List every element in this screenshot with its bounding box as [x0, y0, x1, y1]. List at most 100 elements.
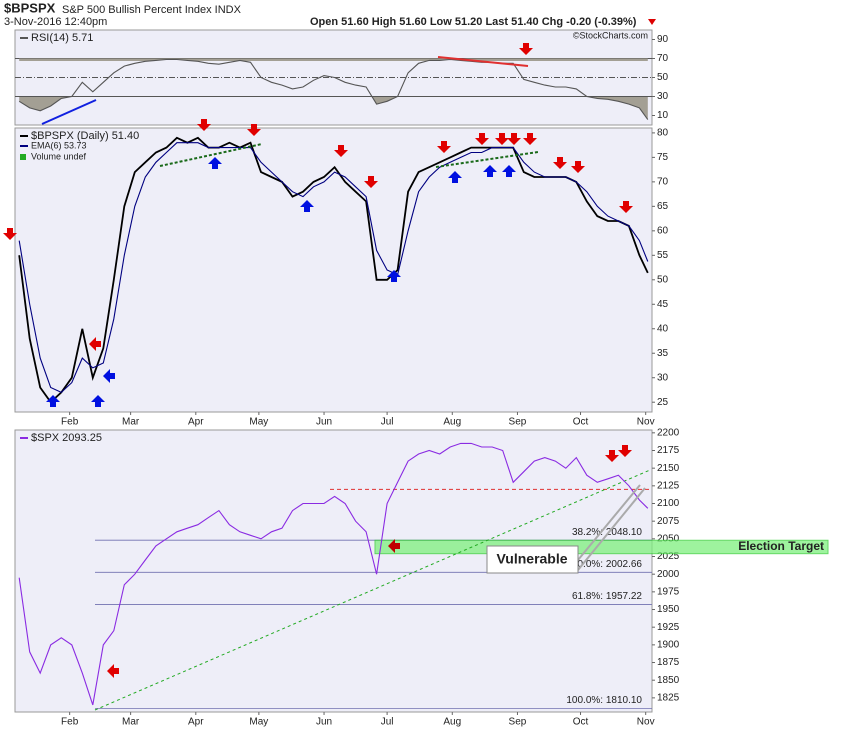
y-tick-label: 2000	[657, 569, 680, 580]
legend-entry: RSI(14) 5.71	[31, 32, 93, 44]
y-tick-label: 2025	[657, 551, 680, 562]
trendline	[41, 99, 97, 125]
x-tick-label: Oct	[573, 717, 589, 728]
x-tick-label: May	[249, 717, 268, 728]
y-tick-label: 1975	[657, 586, 680, 597]
quote: Open 51.60 High 51.60 Low 51.20 Last 51.…	[310, 16, 637, 28]
y-tick-label: 2200	[657, 427, 680, 438]
series-line	[18, 142, 649, 394]
y-tick-label: 45	[657, 299, 669, 310]
annotation: Vulnerable	[496, 551, 567, 567]
y-tick-label: 25	[657, 397, 669, 408]
x-tick-label: Mar	[122, 717, 140, 728]
y-tick-label: 1850	[657, 675, 680, 686]
arrow	[247, 124, 261, 136]
arrow	[619, 201, 633, 213]
legend-swatch	[20, 154, 26, 160]
y-tick-label: 90	[657, 34, 669, 45]
y-tick-label: 2100	[657, 498, 680, 509]
y-tick-label: 1825	[657, 693, 680, 704]
legend-entry: EMA(6) 53.73	[31, 140, 87, 150]
arrow	[91, 395, 105, 407]
arrow	[553, 157, 567, 169]
y-tick-label: 35	[657, 348, 669, 359]
fib-label: 38.2%: 2048.10	[572, 527, 642, 538]
y-tick-label: 70	[657, 177, 669, 188]
arrow	[483, 165, 497, 177]
fib-label: 61.8%: 1957.22	[572, 591, 642, 602]
trendline	[435, 151, 539, 168]
x-tick-label: Aug	[443, 417, 461, 428]
y-tick-label: 50	[657, 72, 669, 83]
arrow	[618, 445, 632, 457]
x-tick-label: Aug	[443, 717, 461, 728]
trendline	[437, 56, 529, 67]
arrow	[388, 539, 400, 553]
arrow	[107, 664, 119, 678]
y-tick-label: 50	[657, 274, 669, 285]
x-tick-label: May	[249, 417, 268, 428]
arrow	[89, 337, 101, 351]
arrow	[3, 228, 17, 240]
y-tick-label: 10	[657, 110, 669, 121]
y-tick-label: 30	[657, 91, 669, 102]
y-tick-label: 65	[657, 201, 669, 212]
x-tick-label: Jun	[316, 717, 332, 728]
fib-label: 100.0%: 1810.10	[566, 695, 642, 706]
arrow	[46, 395, 60, 407]
arrow	[507, 133, 521, 145]
y-tick-label: 2150	[657, 463, 680, 474]
y-tick-label: 60	[657, 225, 669, 236]
fib-label: 50.0%: 2002.66	[572, 559, 642, 570]
arrow	[519, 43, 533, 55]
y-tick-label: 1925	[657, 622, 680, 633]
arrow	[334, 145, 348, 157]
series-line	[18, 58, 649, 120]
legend-entry: Volume undef	[31, 151, 87, 161]
y-tick-label: 1950	[657, 604, 680, 615]
y-tick-label: 30	[657, 372, 669, 383]
x-tick-label: Oct	[573, 417, 589, 428]
arrow	[364, 176, 378, 188]
arrow	[387, 270, 401, 282]
arrow	[197, 119, 211, 131]
x-tick-label: Feb	[61, 417, 79, 428]
callout	[577, 484, 641, 561]
x-tick-label: Apr	[188, 717, 204, 728]
y-tick-label: 2050	[657, 533, 680, 544]
legend-entry: $BPSPX (Daily) 51.40	[31, 130, 139, 142]
arrow	[475, 133, 489, 145]
title: $BPSPX	[4, 0, 56, 15]
x-tick-label: Nov	[637, 417, 655, 428]
x-tick-label: Nov	[637, 717, 655, 728]
subtitle: S&P 500 Bullish Percent Index INDX	[62, 4, 242, 16]
y-tick-label: 2075	[657, 516, 680, 527]
x-tick-label: Mar	[122, 417, 140, 428]
date: 3-Nov-2016 12:40pm	[4, 16, 107, 28]
callout	[577, 487, 646, 571]
y-tick-label: 40	[657, 323, 669, 334]
arrow	[448, 171, 462, 183]
x-tick-label: Jul	[381, 717, 394, 728]
x-tick-label: Feb	[61, 717, 79, 728]
y-tick-label: 1875	[657, 657, 680, 668]
legend-entry: $SPX 2093.25	[31, 432, 102, 444]
series-line	[18, 442, 649, 706]
x-tick-label: Jul	[381, 417, 394, 428]
y-tick-label: 1900	[657, 639, 680, 650]
arrow	[523, 133, 537, 145]
x-tick-label: Sep	[509, 417, 527, 428]
arrow	[437, 141, 451, 153]
y-tick-label: 75	[657, 152, 669, 163]
y-tick-label: 70	[657, 53, 669, 64]
arrow	[495, 133, 509, 145]
arrow	[502, 165, 516, 177]
target-label: Election Target	[738, 539, 824, 553]
credit: ©StockCharts.com	[573, 30, 648, 40]
x-tick-label: Sep	[509, 717, 527, 728]
trendline	[94, 469, 651, 711]
arrow	[300, 200, 314, 212]
down-marker	[648, 19, 656, 25]
y-tick-label: 80	[657, 128, 669, 139]
